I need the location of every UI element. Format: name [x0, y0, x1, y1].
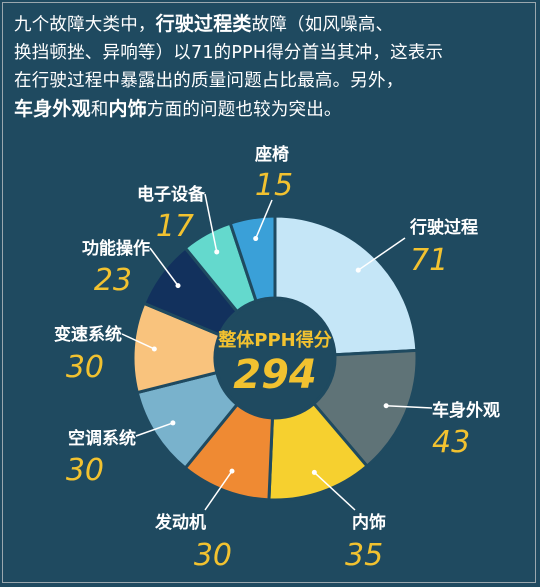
category-label-3: 发动机	[154, 512, 206, 533]
donut-slice-8	[228, 214, 277, 303]
category-label-4: 空调系统	[68, 428, 136, 449]
center-disc	[217, 300, 333, 416]
center-title: 整体PPH得分	[217, 329, 331, 351]
value-label-8: 15	[255, 168, 293, 203]
intro-text-span: 故障（如风噪高、	[251, 15, 394, 35]
donut-slice-0	[273, 214, 419, 357]
leader-dot-7	[214, 249, 220, 255]
intro-text-span: 和	[90, 100, 109, 120]
category-label-2: 内饰	[352, 512, 386, 533]
leader-dot-4	[170, 420, 176, 426]
leader-line-4	[135, 422, 174, 437]
intro-text-span: 九个故障大类中，	[14, 15, 156, 35]
intro-line-2: 换挡顿挫、异响等）以71的PPH得分首当其冲，这表示	[14, 43, 444, 63]
leader-line-8	[254, 199, 273, 239]
intro-text: 九个故障大类中，行驶过程类故障（如风噪高、 换挡顿挫、异响等）以71的PPH得分…	[14, 10, 526, 124]
category-label-5: 变速系统	[54, 324, 122, 345]
highlight-interior: 内饰	[108, 98, 147, 120]
leader-line-6	[149, 247, 179, 287]
value-label-2: 35	[345, 538, 383, 573]
category-label-1: 车身外观	[432, 400, 500, 421]
value-label-0: 71	[410, 243, 448, 278]
leader-line-7	[204, 193, 218, 253]
leader-line-3	[204, 470, 233, 511]
value-label-7: 17	[156, 209, 194, 244]
value-label-5: 30	[66, 350, 104, 385]
value-label-1: 43	[432, 425, 470, 460]
center-value: 294	[233, 352, 317, 398]
intro-line-4: 车身外观和内饰方面的问题也较为突出。	[14, 95, 526, 124]
leader-dot-8	[253, 236, 259, 242]
leader-dot-1	[383, 403, 389, 409]
highlight-driving: 行驶过程类	[155, 13, 252, 35]
category-label-0: 行驶过程	[409, 217, 478, 238]
leader-line-2	[313, 471, 356, 511]
leader-dot-2	[311, 469, 317, 475]
donut-slice-1	[311, 348, 419, 469]
intro-line-1: 九个故障大类中，行驶过程类故障（如风噪高、	[14, 10, 526, 39]
value-label-6: 23	[94, 263, 132, 298]
leader-line-0	[357, 237, 406, 271]
highlight-body: 车身外观	[14, 98, 91, 120]
leader-line-5	[121, 333, 155, 350]
leader-dot-5	[151, 346, 157, 352]
leader-line-1	[386, 405, 433, 409]
value-label-4: 30	[66, 453, 104, 488]
leader-dot-0	[355, 267, 361, 273]
leader-dot-6	[175, 283, 181, 289]
leader-dot-3	[229, 468, 235, 474]
category-label-6: 功能操作	[82, 238, 150, 259]
value-label-3: 30	[194, 538, 232, 573]
intro-text-span: 方面的问题也较为突出。	[146, 100, 342, 120]
category-label-7: 电子设备	[137, 184, 206, 205]
intro-line-3: 在行驶过程中暴露出的质量问题占比最高。另外，	[14, 71, 404, 91]
category-label-8: 座椅	[255, 144, 289, 165]
